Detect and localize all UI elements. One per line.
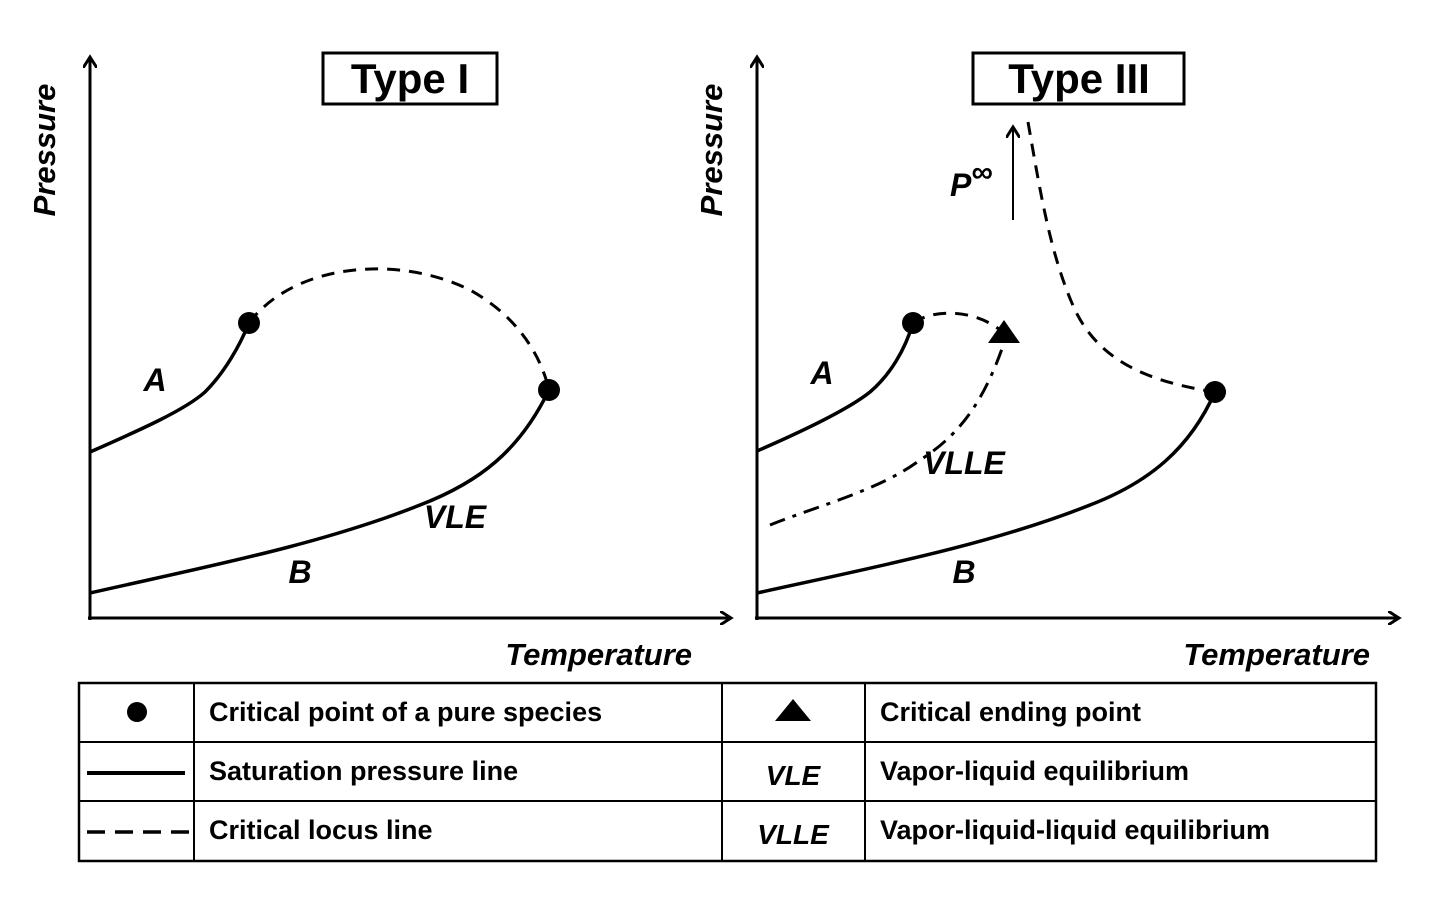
circle-marker-icon [127,702,147,722]
label-a: A [809,355,833,391]
critical-point-a [238,312,260,334]
critical-point-a [902,312,924,334]
saturation-line-b [756,391,1217,595]
critical-locus-line-a [912,311,1001,332]
panel-type-1: Type I Pressure Temperature A VLE B [27,51,730,672]
legend-symbol-text: VLLE [757,819,830,850]
critical-point-b [538,379,560,401]
title-box [971,51,1186,106]
critical-locus-line-b [1026,121,1216,394]
saturation-line-a [89,322,251,454]
label-a: A [142,362,166,398]
legend-text: Vapor-liquid equilibrium [880,756,1189,786]
legend-symbol-text: VLE [766,760,822,791]
legend-border [77,681,1378,863]
legend-text: Saturation pressure line [209,756,518,786]
y-axis-label: Pressure [27,84,62,217]
triangle-marker-icon [775,699,811,721]
legend-table: Critical point of a pure species Critica… [77,681,1378,863]
y-axis-label: Pressure [694,84,729,217]
critical-locus-line [247,267,551,391]
title-box [321,51,499,106]
saturation-line-a [756,322,915,453]
label-vlle: VLLE [923,445,1006,481]
panel-title: Type I [351,55,469,102]
legend-text: Critical locus line [209,815,433,845]
critical-point-b [1204,381,1226,403]
label-b: B [952,554,975,590]
panel-type-3: Type III Pressure Temperature P∞ A VLLE … [694,51,1398,672]
legend-text: Critical ending point [880,697,1141,727]
label-b: B [288,554,311,590]
legend-text: Vapor-liquid-liquid equilibrium [880,815,1270,845]
legend-text: Critical point of a pure species [209,697,602,727]
p-infinity-label: P∞ [950,156,993,203]
critical-ending-point [988,320,1020,343]
saturation-line-b [89,389,551,595]
x-axis-label: Temperature [1183,637,1370,672]
x-axis-label: Temperature [505,637,692,672]
label-vle: VLE [424,499,488,535]
vlle-line [769,339,1007,527]
panel-title: Type III [1008,55,1150,102]
